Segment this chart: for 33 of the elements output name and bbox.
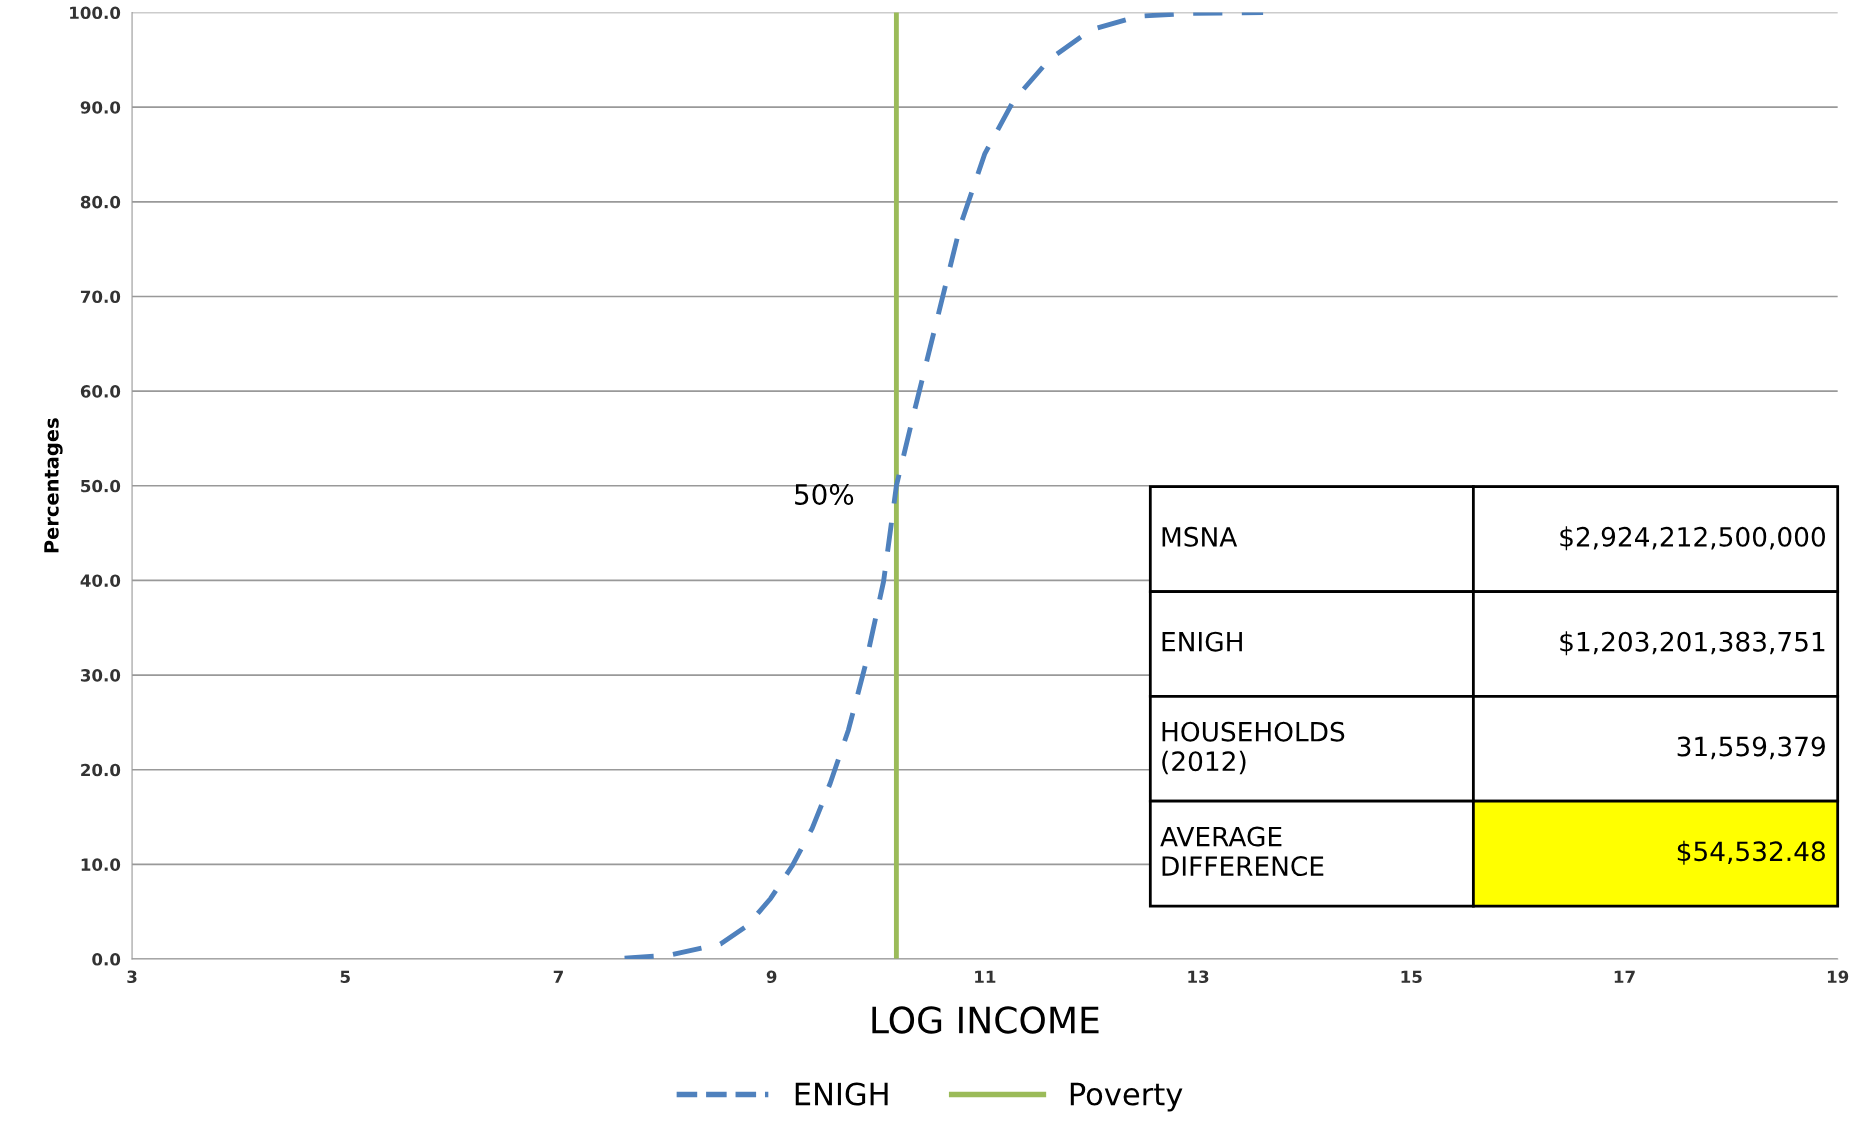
y-tick-label: 50.0	[81, 479, 121, 493]
legend-label: Poverty	[1070, 1082, 1183, 1112]
x-tick-label: 17	[1614, 970, 1635, 983]
annotation: MSNA	[1162, 526, 1238, 547]
annotation: $54,532.48	[1677, 840, 1825, 865]
x-tick-label: 13	[1188, 970, 1209, 984]
annotation: AVERAGE DIFFERENCE	[1160, 826, 1324, 877]
x-tick-label: 7	[553, 970, 563, 983]
y-tick-label: 40.0	[80, 574, 121, 587]
x-tick-label: 11	[975, 970, 996, 983]
annotation: 31,559,379	[1677, 736, 1825, 760]
y-tick-label: 10.0	[81, 858, 121, 871]
annotation: 50%	[795, 483, 854, 505]
y-tick-label: 60.0	[80, 385, 121, 398]
y-tick-label: 30.0	[80, 669, 121, 682]
annotation: ENIGH	[1162, 631, 1242, 652]
annotation: $2,924,212,500,000	[1560, 526, 1825, 551]
x-tick-label: 5	[340, 970, 350, 984]
y-tick-label: 0.0	[92, 953, 121, 966]
x-tick-label: 3	[127, 970, 137, 984]
y-tick-label: 70.0	[80, 290, 121, 304]
legend-label: ENIGH	[795, 1082, 888, 1106]
y-tick-label: 20.0	[81, 763, 121, 777]
x-tick-label: 19	[1827, 970, 1849, 984]
x-tick-label: 9	[766, 970, 777, 984]
x-tick-label: 15	[1401, 970, 1422, 984]
annotation: $1,203,201,383,751	[1560, 631, 1825, 656]
y-axis-title: Percentages	[44, 418, 63, 553]
x-axis-title: LOG INCOME	[872, 1006, 1099, 1034]
y-tick-label: 80.0	[80, 195, 121, 209]
annotation: HOUSEHOLDS (2012)	[1162, 721, 1345, 775]
y-tick-label: 90.0	[80, 101, 121, 114]
y-tick-label: 100.0	[70, 6, 121, 20]
